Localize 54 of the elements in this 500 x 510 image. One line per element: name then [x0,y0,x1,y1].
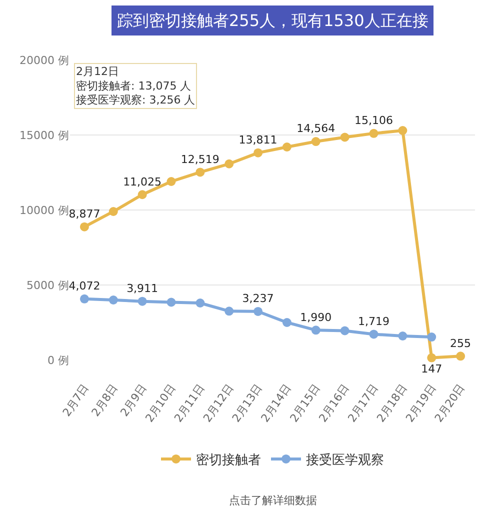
point [108,296,118,304]
data-label: 8,877 [68,207,100,220]
point [224,159,234,168]
data-label: 147 [421,362,442,376]
point [166,177,176,186]
data-label: 11,025 [123,175,162,188]
point [196,298,205,308]
x-tick-label: 2月8日 [89,382,120,419]
data-label: 255 [450,336,472,350]
annotation: 接受医学观察: 3,256 人 [76,94,196,107]
data-label: 15,106 [354,114,393,128]
point [80,294,89,304]
point [311,137,320,146]
point [398,332,408,340]
point [369,330,378,339]
data-label: 13,811 [238,133,278,146]
point [138,190,147,200]
point [282,142,292,152]
x-tick-label: 2月7日 [60,382,92,419]
y-tick-label: 0 例 [48,354,69,367]
data-label: 1,990 [300,310,332,324]
data-label: 3,911 [126,282,158,295]
data-label: 4,072 [68,280,100,293]
point [196,168,205,177]
y-tick-label: 10000 例 [20,204,69,217]
y-tick-label: 5000 例 [26,278,69,292]
data-label: 14,564 [296,122,336,136]
point [138,296,147,306]
point [369,128,378,138]
point [254,148,263,158]
chart-title: 踪到密切接触者255人，现有1530人正在接 [117,11,428,30]
point [340,326,350,336]
data-label: 12,519 [180,152,220,166]
text: 点击了解详细数据 [229,494,317,507]
point [340,132,350,142]
point [456,352,466,361]
annotation: 密切接触者: 13,075 人 [76,79,192,92]
annotation: 2月12日 [76,65,119,78]
point [282,318,292,327]
data-label: 1,719 [358,314,390,328]
point [80,222,89,232]
point [166,298,176,307]
point [398,126,408,135]
y-tick-label: 15000 例 [20,128,69,142]
point [224,306,234,316]
point [108,207,118,216]
y-tick-label: 20000 例 [20,54,69,67]
point [254,306,263,316]
point [311,326,320,335]
legend-label: 密切接触者 [196,453,261,468]
point [427,353,436,362]
legend-label: 接受医学观察 [306,452,384,468]
point [427,332,436,342]
data-label: 3,237 [242,292,274,306]
